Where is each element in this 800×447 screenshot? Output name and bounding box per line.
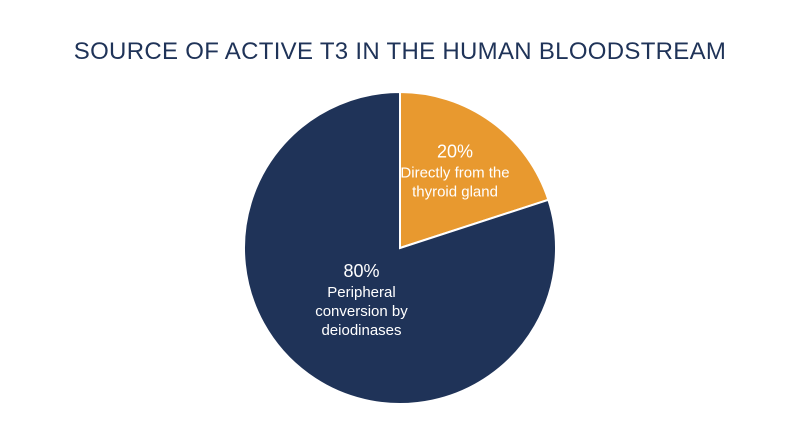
chart-title: SOURCE OF ACTIVE T3 IN THE HUMAN BLOODST… — [73, 38, 727, 65]
category-label: Peripheral conversion by deiodinases — [315, 284, 408, 339]
slice-label: 80% Peripheral conversion by deiodinases — [303, 262, 419, 340]
category-label: Directly from the thyroid gland — [400, 164, 510, 201]
value-label: 20% — [437, 141, 474, 162]
pie-slice — [399, 90, 550, 250]
slice-label: 20% Directly from the thyroid gland — [397, 141, 513, 202]
value-label: 80% — [343, 261, 380, 281]
pie-slice — [243, 90, 557, 405]
